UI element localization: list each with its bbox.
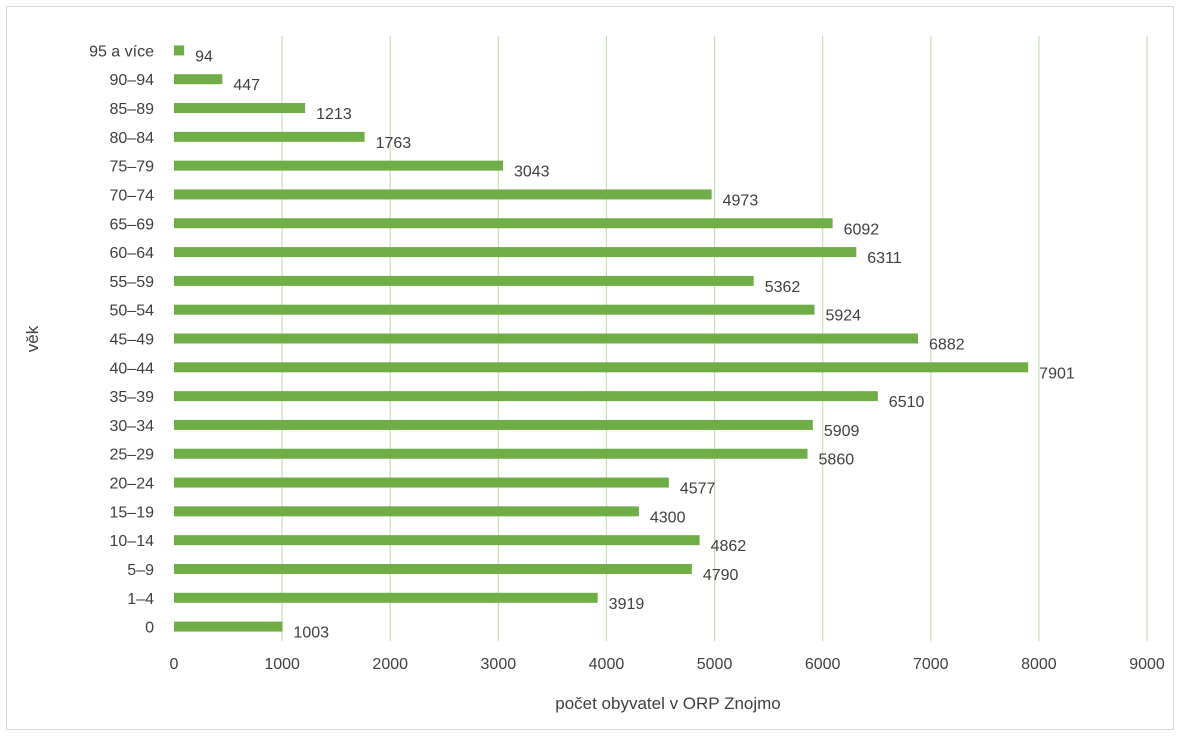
x-tick-label: 9000 xyxy=(1129,656,1165,673)
bar xyxy=(174,160,503,171)
bar xyxy=(174,477,669,488)
data-label: 1003 xyxy=(293,625,329,642)
data-label: 6092 xyxy=(844,221,880,238)
y-axis-title: věk xyxy=(23,325,42,352)
bar xyxy=(174,535,700,546)
bar xyxy=(174,74,223,85)
x-tick-label: 1000 xyxy=(264,656,300,673)
y-category-label: 70–74 xyxy=(110,187,155,204)
data-labels: 1003 3919 4790 4862 4300 4577 5860 5909 6510 7901… xyxy=(195,48,1075,641)
y-category-label: 15–19 xyxy=(110,504,155,521)
x-tick-label: 2000 xyxy=(372,656,408,673)
y-category-label: 75–79 xyxy=(110,159,155,176)
data-label: 94 xyxy=(195,48,213,65)
data-label: 4300 xyxy=(650,509,686,526)
data-label: 4973 xyxy=(723,192,759,209)
y-category-label: 65–69 xyxy=(110,216,155,233)
bar xyxy=(174,131,365,142)
bar xyxy=(174,304,815,315)
bar xyxy=(174,419,813,430)
y-category-label: 0 xyxy=(145,620,154,637)
y-category-label: 80–84 xyxy=(110,130,155,147)
y-category-label: 45–49 xyxy=(110,332,155,349)
data-label: 6311 xyxy=(867,250,902,267)
data-label: 3043 xyxy=(514,164,550,181)
y-category-label: 55–59 xyxy=(110,274,155,291)
data-label: 6510 xyxy=(889,394,925,411)
bar xyxy=(174,592,598,603)
x-axis-labels: 0 1000 2000 3000 4000 5000 6000 7000 8000 9000 xyxy=(170,656,1165,673)
x-tick-label: 0 xyxy=(170,656,179,673)
data-label: 447 xyxy=(233,77,260,94)
data-label: 6882 xyxy=(929,337,965,354)
y-category-label: 20–24 xyxy=(110,476,155,493)
bar xyxy=(174,333,919,344)
y-category-label: 35–39 xyxy=(110,389,155,406)
y-axis-labels: 0 1–4 5–9 10–14 15–19 20–24 25–29 30–34 35–39 40–… xyxy=(89,43,154,636)
data-label: 1213 xyxy=(316,106,352,123)
bar xyxy=(174,247,857,258)
data-label: 5362 xyxy=(765,279,801,296)
data-label: 4862 xyxy=(711,538,747,555)
bar xyxy=(174,45,185,56)
x-tick-label: 8000 xyxy=(1021,656,1057,673)
x-tick-label: 3000 xyxy=(481,656,517,673)
y-category-label: 5–9 xyxy=(127,562,154,579)
x-tick-label: 6000 xyxy=(805,656,841,673)
y-category-label: 1–4 xyxy=(127,591,154,608)
y-category-label: 25–29 xyxy=(110,447,155,464)
x-tick-label: 7000 xyxy=(913,656,949,673)
y-category-label: 30–34 xyxy=(110,418,155,435)
y-category-label: 10–14 xyxy=(110,533,155,550)
bar xyxy=(174,563,692,574)
y-category-label: 60–64 xyxy=(110,245,155,262)
data-label: 4577 xyxy=(680,481,716,498)
y-category-label: 95 a více xyxy=(89,43,154,60)
bar xyxy=(174,391,878,402)
data-label: 5924 xyxy=(825,308,861,325)
data-label: 5860 xyxy=(819,452,855,469)
y-category-label: 40–44 xyxy=(110,360,155,377)
bar xyxy=(174,275,754,286)
bar xyxy=(174,621,283,632)
y-category-label: 85–89 xyxy=(110,101,155,118)
x-tick-label: 5000 xyxy=(697,656,733,673)
x-axis-title: počet obyvatel v ORP Znojmo xyxy=(555,694,781,713)
data-label: 1763 xyxy=(376,135,412,152)
bars xyxy=(174,45,1029,632)
data-label: 4790 xyxy=(703,567,739,584)
bar xyxy=(174,103,306,114)
y-category-label: 50–54 xyxy=(110,303,155,320)
data-label: 5909 xyxy=(824,423,860,440)
bar xyxy=(174,218,833,229)
x-tick-label: 4000 xyxy=(589,656,625,673)
data-label: 3919 xyxy=(609,596,645,613)
bar xyxy=(174,362,1029,373)
y-category-label: 90–94 xyxy=(110,72,155,89)
data-label: 7901 xyxy=(1039,365,1075,382)
bar xyxy=(174,448,808,459)
bar xyxy=(174,506,639,517)
bar xyxy=(174,189,712,200)
